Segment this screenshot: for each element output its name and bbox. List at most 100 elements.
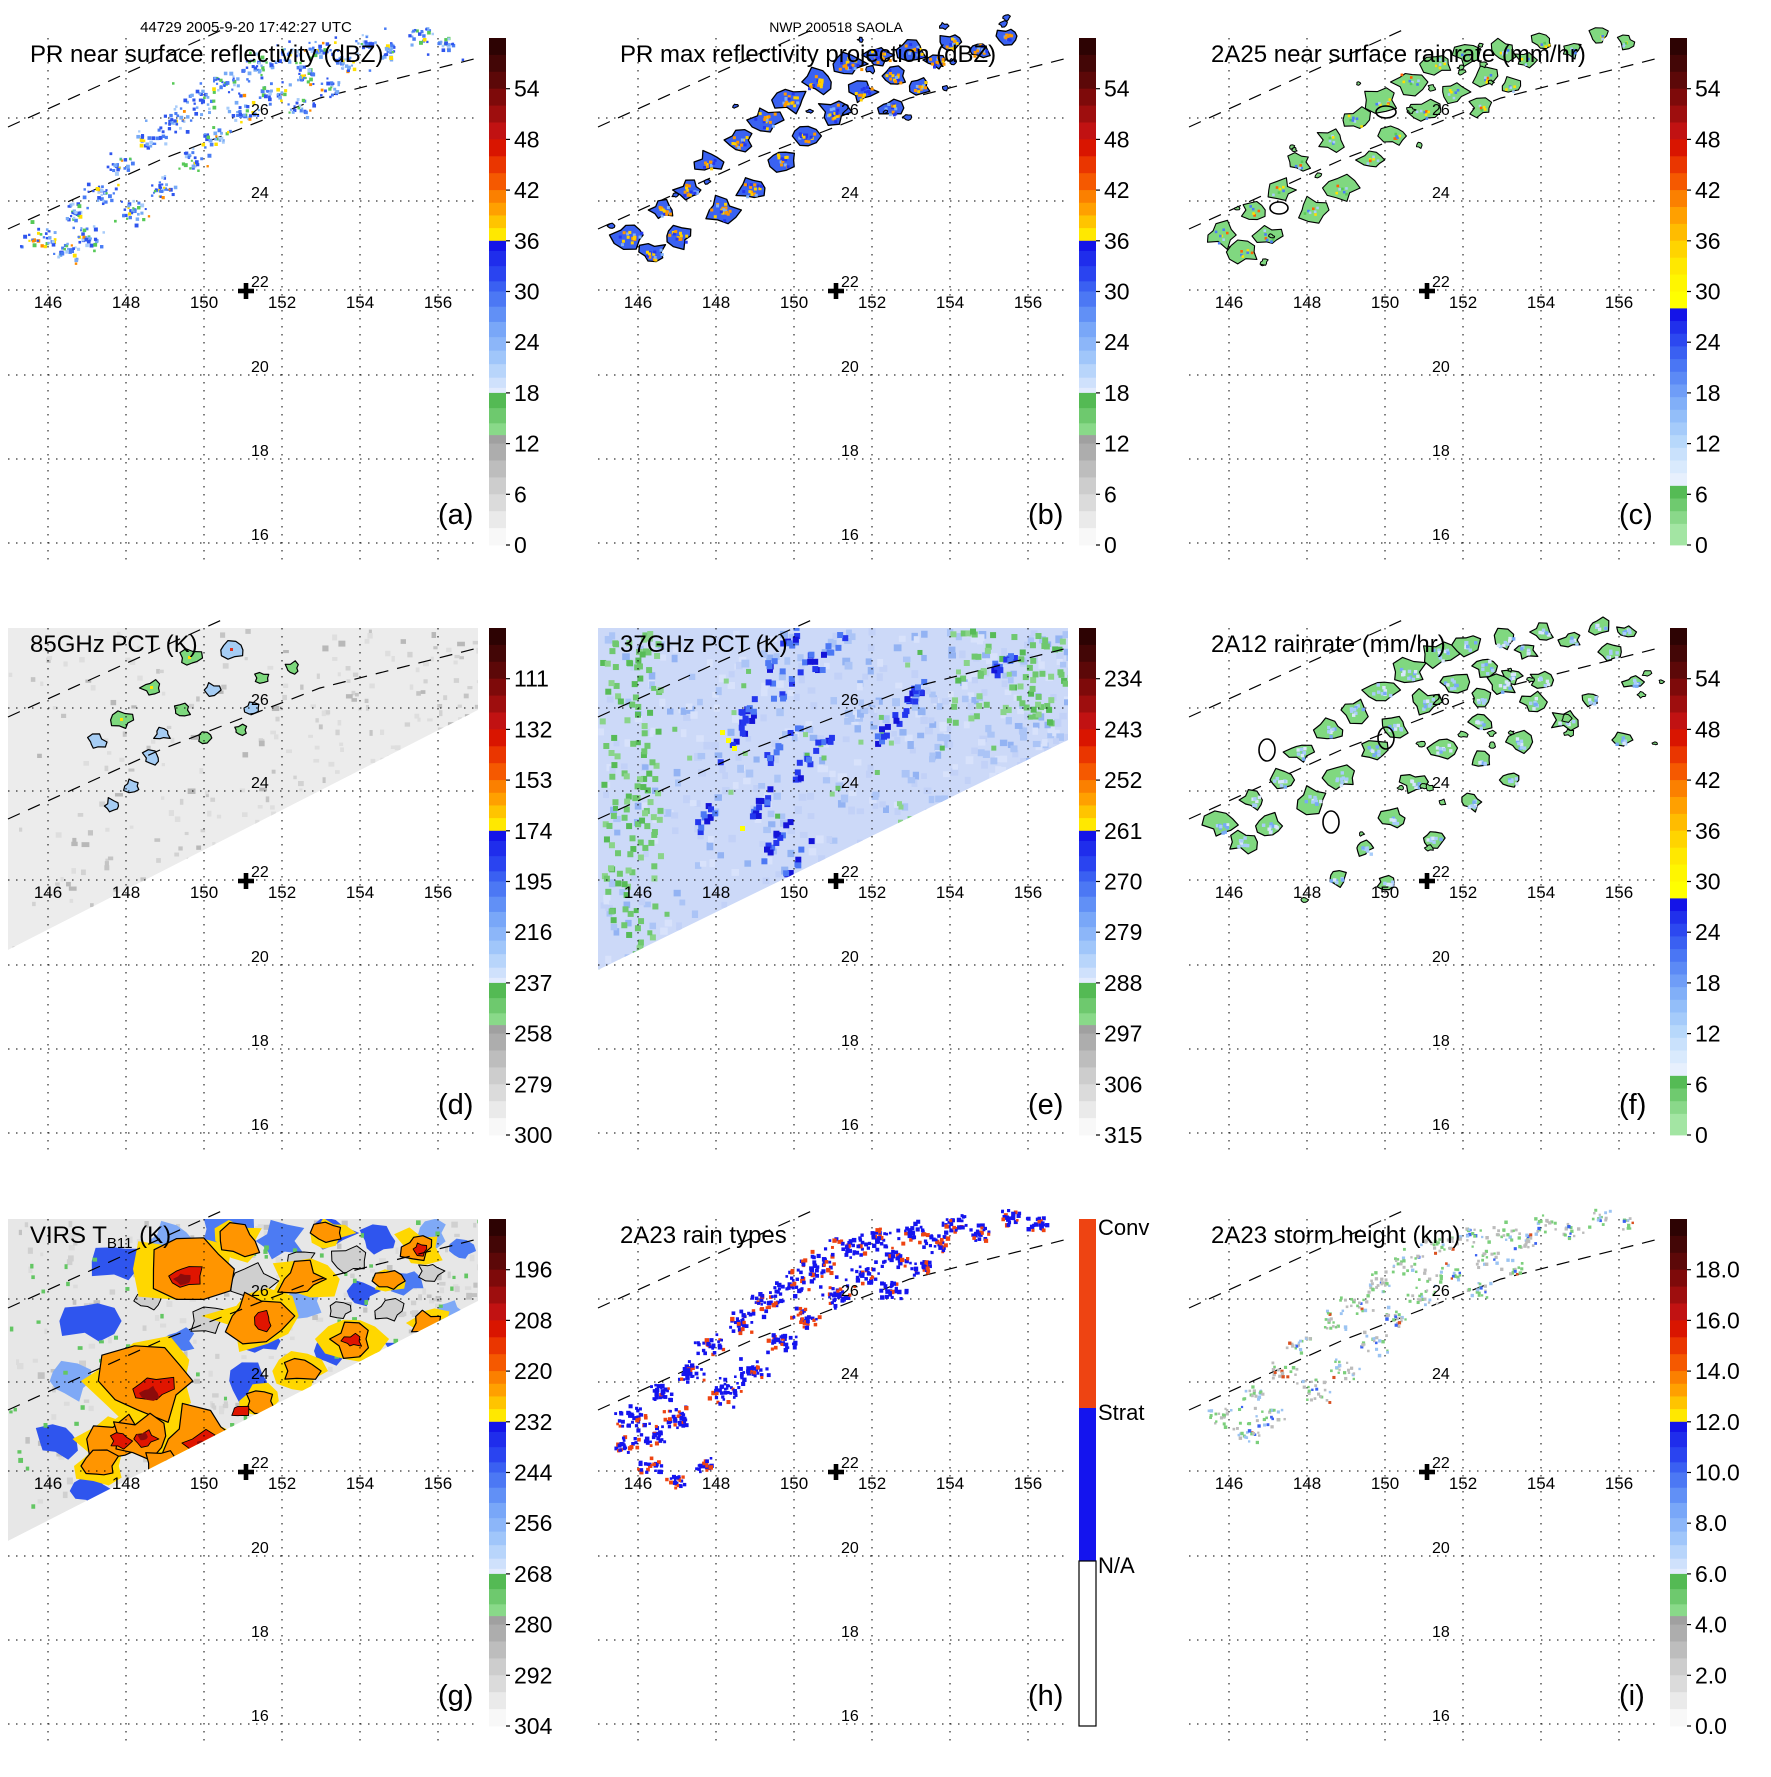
data-pixel bbox=[70, 215, 72, 217]
data-pixel bbox=[278, 96, 282, 100]
data-pixel bbox=[715, 1396, 718, 1399]
colorbar-tick-label: 208 bbox=[514, 1307, 552, 1333]
data-pixel bbox=[690, 191, 693, 194]
colorbar-tick-label: 288 bbox=[1104, 970, 1142, 996]
noise-pixel bbox=[160, 1323, 166, 1327]
data-pixel bbox=[207, 136, 210, 139]
data-pixel bbox=[644, 1424, 647, 1427]
data-pixel bbox=[217, 89, 219, 91]
data-pixel bbox=[983, 1228, 986, 1231]
data-pixel bbox=[727, 1400, 731, 1404]
noise-pixel bbox=[689, 674, 695, 680]
data-pixel bbox=[45, 232, 48, 235]
noise-pixel bbox=[763, 878, 770, 885]
noise-pixel bbox=[978, 673, 984, 679]
noise-pixel bbox=[818, 856, 825, 863]
colorbar-band bbox=[1670, 848, 1687, 865]
data-pixel bbox=[710, 1457, 713, 1460]
noise-pixel bbox=[393, 1338, 398, 1343]
data-pixel bbox=[781, 1334, 785, 1338]
data-blob bbox=[146, 1450, 185, 1479]
data-pixel bbox=[769, 1291, 772, 1294]
data-pixel bbox=[1248, 1389, 1251, 1392]
data-pixel bbox=[85, 244, 89, 248]
data-pixel bbox=[896, 1256, 900, 1260]
data-pixel bbox=[184, 163, 188, 167]
data-pixel bbox=[297, 107, 300, 110]
data-pixel bbox=[136, 135, 140, 139]
data-blob bbox=[1397, 786, 1403, 791]
noise-pixel bbox=[427, 1294, 432, 1298]
data-pixel bbox=[1345, 193, 1348, 196]
colorbar-tick-label: 300 bbox=[514, 1122, 552, 1148]
data-pixel bbox=[950, 1219, 953, 1222]
data-pixel bbox=[1375, 103, 1378, 106]
data-pixel bbox=[129, 158, 132, 161]
data-pixel bbox=[28, 240, 30, 242]
data-pixel bbox=[309, 83, 312, 86]
data-pixel bbox=[1416, 675, 1419, 678]
data-pixel bbox=[266, 90, 269, 93]
contour-ellipse bbox=[1270, 202, 1288, 214]
data-pixel bbox=[87, 183, 91, 187]
noise-pixel bbox=[365, 699, 369, 703]
data-pixel bbox=[885, 1252, 889, 1256]
noise-pixel bbox=[617, 871, 623, 877]
data-pixel bbox=[695, 819, 701, 825]
data-pixel bbox=[760, 1298, 764, 1302]
data-pixel bbox=[299, 69, 302, 72]
colorbar-band bbox=[1670, 882, 1687, 899]
data-pixel bbox=[1240, 1431, 1243, 1434]
noise-pixel bbox=[380, 730, 384, 735]
data-pixel bbox=[1304, 1380, 1306, 1382]
data-pixel bbox=[148, 215, 150, 217]
data-pixel bbox=[753, 1367, 756, 1370]
lat-label: 22 bbox=[841, 1455, 859, 1472]
colorbar-tick-label: 30 bbox=[1695, 279, 1721, 305]
colorbar-band bbox=[1670, 139, 1687, 156]
data-pixel bbox=[246, 109, 249, 112]
colorbar-band bbox=[489, 1354, 506, 1371]
noise-pixel bbox=[760, 841, 766, 847]
noise-pixel bbox=[639, 818, 645, 824]
noise-pixel bbox=[1060, 713, 1068, 720]
colorbar-band bbox=[1079, 215, 1096, 228]
noise-pixel bbox=[692, 911, 698, 919]
colorbar-band bbox=[489, 1462, 506, 1473]
noise-pixel bbox=[60, 877, 63, 881]
noise-pixel bbox=[600, 719, 606, 725]
noise-pixel bbox=[411, 1300, 416, 1305]
lon-label: 156 bbox=[1014, 1474, 1042, 1493]
data-pixel bbox=[775, 1281, 779, 1285]
noise-pixel bbox=[889, 741, 894, 746]
data-pixel bbox=[96, 187, 100, 191]
data-blob bbox=[1458, 70, 1466, 75]
noise-pixel bbox=[332, 657, 337, 661]
data-pixel bbox=[1300, 748, 1303, 751]
data-pixel bbox=[799, 1320, 803, 1324]
lat-label: 24 bbox=[1432, 185, 1450, 202]
data-pixel bbox=[739, 1357, 743, 1361]
noise-pixel bbox=[465, 715, 472, 718]
noise-pixel bbox=[894, 645, 902, 652]
data-pixel bbox=[219, 79, 222, 82]
data-pixel bbox=[246, 78, 248, 80]
data-pixel bbox=[909, 1261, 912, 1264]
noise-pixel bbox=[1030, 677, 1036, 683]
data-pixel bbox=[741, 138, 744, 141]
data-pixel bbox=[880, 1295, 884, 1299]
data-pixel bbox=[709, 1465, 713, 1469]
data-pixel bbox=[1308, 1337, 1311, 1340]
data-pixel bbox=[43, 236, 45, 238]
data-pixel bbox=[1539, 678, 1542, 681]
noise-pixel bbox=[992, 746, 997, 751]
data-pixel bbox=[644, 1462, 647, 1465]
noise-pixel bbox=[1039, 662, 1045, 669]
data-pixel bbox=[447, 38, 450, 41]
lat-label: 20 bbox=[251, 949, 269, 966]
data-pixel bbox=[321, 89, 324, 92]
lon-label: 154 bbox=[1526, 293, 1554, 312]
data-pixel bbox=[1402, 81, 1405, 84]
noise-pixel bbox=[710, 860, 716, 868]
colorbar-band bbox=[1079, 713, 1096, 730]
